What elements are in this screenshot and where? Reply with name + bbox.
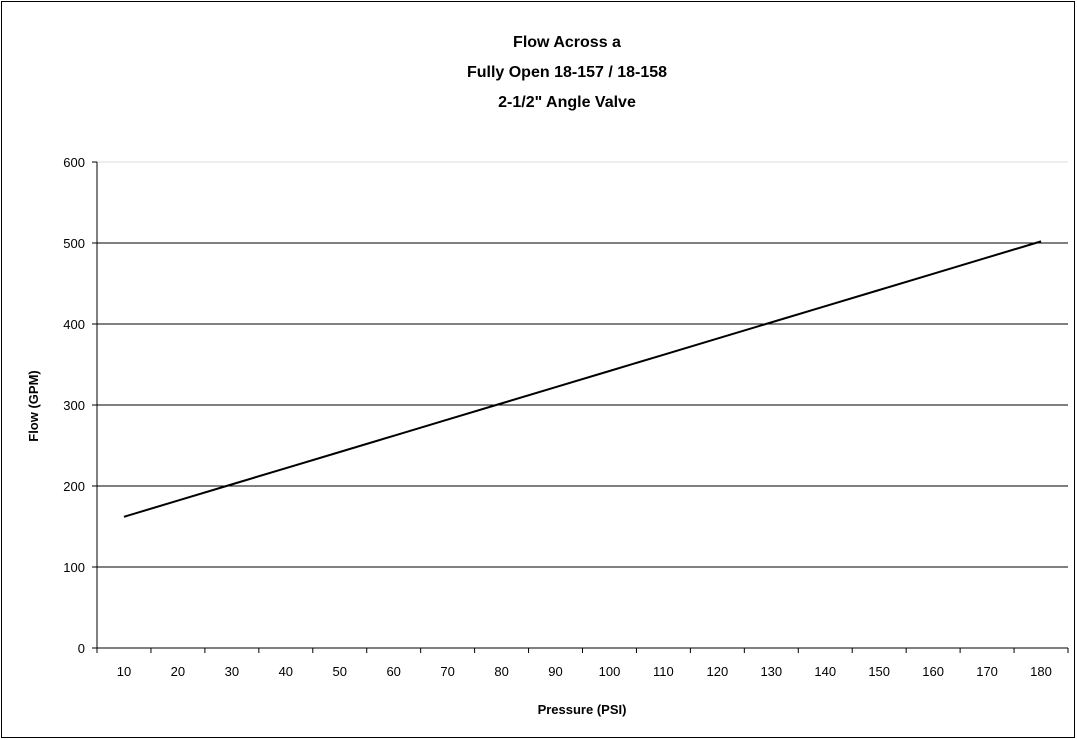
x-tick-label: 180 bbox=[1030, 664, 1052, 679]
chart-title: Flow Across a Fully Open 18-157 / 18-158… bbox=[467, 34, 667, 111]
gridlines bbox=[97, 161, 1068, 568]
x-axis-title: Pressure (PSI) bbox=[538, 702, 627, 717]
y-tick-label: 200 bbox=[63, 479, 85, 494]
series-line bbox=[123, 240, 1042, 518]
x-tick-label: 20 bbox=[171, 664, 185, 679]
x-tick-label: 110 bbox=[653, 664, 674, 679]
x-tick-label: 30 bbox=[225, 664, 239, 679]
y-tick-label: 600 bbox=[63, 155, 85, 170]
x-tick-label: 90 bbox=[548, 664, 562, 679]
x-tick-label: 70 bbox=[440, 664, 454, 679]
y-tick-label: 100 bbox=[63, 560, 85, 575]
y-tick-label: 0 bbox=[78, 641, 85, 656]
y-tick-label: 500 bbox=[63, 236, 85, 251]
x-tick-label: 140 bbox=[814, 664, 836, 679]
x-tick-labels: 10 20 30 40 50 60 70 80 90 100 110 120 130 140 150 160 1… bbox=[117, 664, 1052, 679]
x-tick-label: 10 bbox=[117, 664, 131, 679]
x-tick-label: 170 bbox=[976, 664, 998, 679]
axes bbox=[92, 161, 1069, 653]
x-tick-label: 130 bbox=[760, 664, 782, 679]
chart-title-line-3: 2-1/2" Angle Valve bbox=[498, 94, 636, 111]
y-tick-label: 400 bbox=[63, 317, 85, 332]
y-tick-labels: 0 100 200 300 400 500 600 bbox=[63, 155, 85, 656]
x-tick-label: 60 bbox=[386, 664, 400, 679]
x-tick-label: 80 bbox=[494, 664, 508, 679]
series bbox=[123, 240, 1042, 518]
x-tick-label: 50 bbox=[333, 664, 347, 679]
y-axis-title: Flow (GPM) bbox=[26, 370, 41, 442]
chart-title-line-2: Fully Open 18-157 / 18-158 bbox=[467, 64, 667, 81]
x-tick-label: 120 bbox=[707, 664, 729, 679]
x-tick-label: 150 bbox=[868, 664, 890, 679]
x-tick-label: 160 bbox=[922, 664, 944, 679]
x-tick-label: 100 bbox=[599, 664, 621, 679]
x-tick-label: 40 bbox=[279, 664, 293, 679]
chart-title-line-1: Flow Across a bbox=[513, 34, 621, 51]
y-tick-label: 300 bbox=[63, 398, 85, 413]
